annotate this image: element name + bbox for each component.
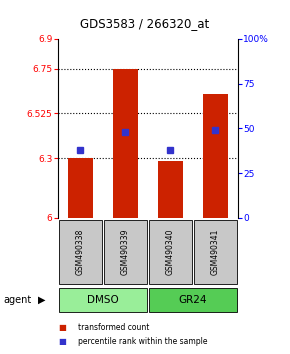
Bar — [149, 220, 192, 284]
Bar — [68, 158, 93, 218]
Text: DMSO: DMSO — [87, 295, 119, 305]
Text: percentile rank within the sample: percentile rank within the sample — [78, 337, 208, 346]
Bar — [158, 161, 183, 218]
Text: GSM490340: GSM490340 — [166, 229, 175, 275]
Text: ■: ■ — [58, 323, 66, 332]
Text: GDS3583 / 266320_at: GDS3583 / 266320_at — [80, 17, 210, 30]
Text: ■: ■ — [58, 337, 66, 346]
Bar — [104, 220, 147, 284]
Bar — [59, 220, 102, 284]
Text: GSM490338: GSM490338 — [76, 229, 85, 275]
Text: transformed count: transformed count — [78, 323, 150, 332]
Text: agent: agent — [3, 295, 31, 305]
Text: GR24: GR24 — [179, 295, 207, 305]
Text: ▶: ▶ — [38, 295, 46, 305]
Text: GSM490339: GSM490339 — [121, 229, 130, 275]
Bar — [59, 288, 147, 312]
Bar — [149, 288, 237, 312]
Text: GSM490341: GSM490341 — [211, 229, 220, 275]
Bar — [113, 69, 138, 218]
Bar — [194, 220, 237, 284]
Bar — [203, 93, 228, 218]
